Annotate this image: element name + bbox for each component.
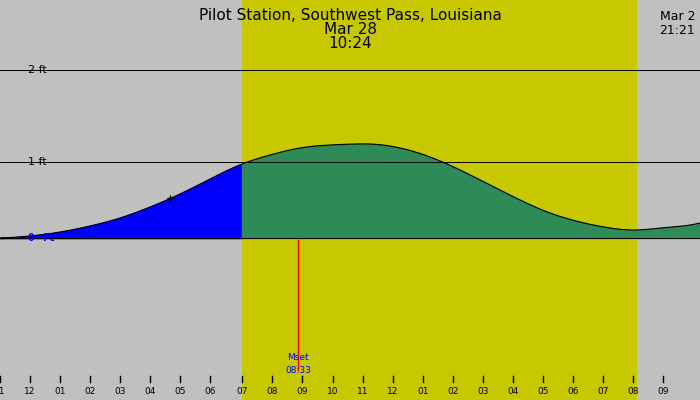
- Text: 07: 07: [237, 387, 248, 396]
- Text: 21:21: 21:21: [659, 24, 695, 37]
- Text: 10: 10: [328, 387, 339, 396]
- Text: 10:24: 10:24: [328, 36, 372, 51]
- Text: 03: 03: [477, 387, 489, 396]
- Text: 09: 09: [657, 387, 668, 396]
- Text: 06: 06: [567, 387, 579, 396]
- Text: 05: 05: [538, 387, 549, 396]
- Text: 02: 02: [84, 387, 96, 396]
- Text: 01: 01: [417, 387, 428, 396]
- Text: 07: 07: [597, 387, 609, 396]
- Text: 08:33: 08:33: [285, 366, 311, 375]
- Text: 0 ft: 0 ft: [28, 233, 55, 243]
- Text: 05: 05: [174, 387, 186, 396]
- Text: 1 ft: 1 ft: [28, 157, 47, 167]
- Text: Mset: Mset: [287, 353, 309, 362]
- Text: 04: 04: [508, 387, 519, 396]
- Text: Mar 2: Mar 2: [659, 10, 695, 23]
- Text: 12: 12: [387, 387, 399, 396]
- Text: 09: 09: [296, 387, 308, 396]
- Text: 2 ft: 2 ft: [28, 65, 47, 75]
- Text: 06: 06: [204, 387, 216, 396]
- Bar: [242, 0, 637, 400]
- Text: 11: 11: [0, 387, 6, 396]
- Text: Mar 28: Mar 28: [323, 22, 377, 37]
- Text: 02: 02: [447, 387, 458, 396]
- Text: 03: 03: [114, 387, 126, 396]
- Text: 08: 08: [627, 387, 638, 396]
- Text: 04: 04: [144, 387, 155, 396]
- Text: 11: 11: [357, 387, 369, 396]
- Text: 08: 08: [266, 387, 278, 396]
- Text: 01: 01: [55, 387, 66, 396]
- Text: Pilot Station, Southwest Pass, Louisiana: Pilot Station, Southwest Pass, Louisiana: [199, 8, 501, 23]
- Text: 12: 12: [25, 387, 36, 396]
